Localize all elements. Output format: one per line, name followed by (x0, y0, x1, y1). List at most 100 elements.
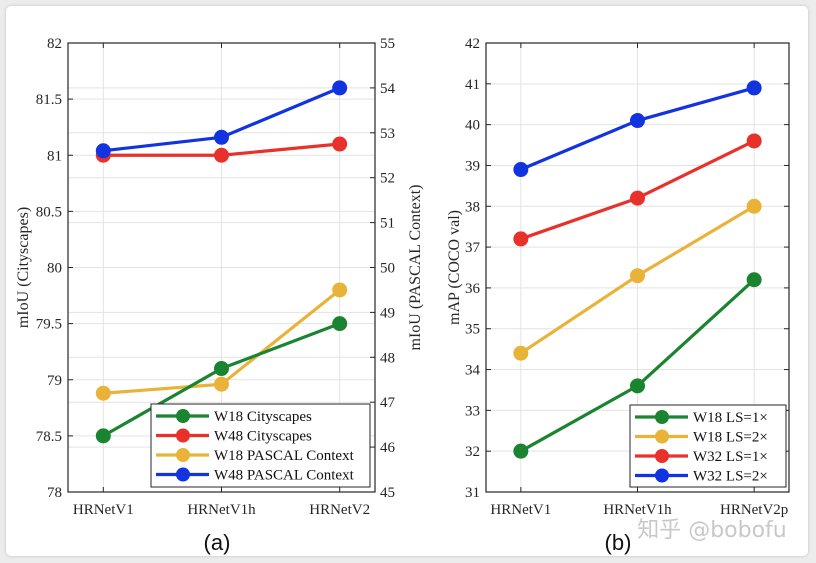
legend-marker (655, 410, 669, 424)
x-tick-label: HRNetV1h (603, 502, 672, 518)
legend-item: W48 Cityscapes (156, 428, 312, 445)
legend-label: W32 LS=2× (693, 469, 768, 485)
legend-label: W18 PASCAL Context (214, 448, 355, 464)
legend-label: W18 LS=2× (693, 430, 768, 446)
data-point (513, 443, 529, 459)
legend-marker (176, 409, 190, 423)
y-tick-label: 39 (465, 158, 480, 174)
y-tick-label: 79.5 (36, 317, 62, 333)
series-w32-ls-1- (513, 133, 762, 247)
y-tick-label: 80.5 (36, 204, 62, 220)
legend-marker (176, 428, 190, 443)
chart-a: 78 78.5 79 79.5 80 80.5 81 81.5 82 45 46 47 48 49 50 51… (15, 36, 424, 518)
y-tick-label: 32 (465, 444, 480, 460)
data-point (214, 376, 229, 392)
y-tick-label: 37 (465, 240, 481, 256)
y2-tick-label: 46 (380, 440, 396, 456)
y-tick-label: 34 (465, 363, 481, 379)
data-point (332, 316, 348, 332)
data-point (332, 80, 348, 96)
y2-tick-label: 53 (380, 126, 395, 142)
data-point (214, 147, 229, 163)
legend-marker (176, 448, 190, 462)
legend: W18 Cityscapes W48 Cityscapes W18 PASCAL C… (150, 403, 371, 488)
data-point (513, 231, 529, 247)
y-tick-label: 42 (465, 36, 480, 52)
data-point (746, 198, 762, 214)
legend-item: W18 LS=2× (635, 429, 768, 446)
y-tick-label: 36 (465, 281, 481, 297)
data-point (630, 268, 645, 284)
data-point (513, 162, 529, 178)
data-point (332, 282, 348, 298)
y2-tick-label: 55 (380, 36, 395, 52)
y2-tick-label: 45 (380, 485, 395, 501)
y-tick-label: 31 (465, 485, 480, 501)
y2-tick-label: 51 (380, 216, 395, 232)
data-point (746, 80, 762, 96)
data-point (214, 361, 229, 377)
data-point (95, 385, 111, 401)
data-point (630, 378, 645, 394)
legend-marker (176, 467, 190, 482)
legend-marker (655, 429, 669, 444)
y2-tick-label: 48 (380, 350, 395, 366)
legend-item: W32 LS=1× (635, 449, 768, 465)
y-tick-label: 35 (465, 322, 480, 338)
legend-label: W18 Cityscapes (214, 409, 312, 425)
legend-label: W48 PASCAL Context (214, 468, 355, 484)
series-w18-cityscapes (95, 316, 348, 444)
x-tick-label: HRNetV1 (73, 502, 134, 518)
y-tick-label: 81 (47, 148, 62, 164)
data-point (332, 136, 348, 152)
x-tick-label: HRNetV1 (490, 502, 551, 518)
caption-a: (a) (204, 530, 231, 555)
y-tick-label: 81.5 (36, 92, 62, 108)
legend-label: W18 LS=1× (693, 410, 768, 426)
legend-item: W18 LS=1× (635, 410, 768, 426)
series-w18-pascal-context (95, 282, 348, 401)
legend-item: W32 LS=2× (635, 468, 768, 485)
legend-item: W48 PASCAL Context (156, 467, 355, 484)
y2-axis-label: mIoU (PASCAL Context) (407, 185, 424, 351)
data-point (630, 190, 645, 206)
x-tick-label: HRNetV1h (187, 502, 256, 518)
y2-tick-label: 47 (380, 395, 396, 411)
data-point (95, 143, 111, 159)
y-axis-label: mIoU (Cityscapes) (15, 207, 32, 328)
data-point (95, 428, 111, 444)
y2-tick-label: 50 (380, 261, 395, 277)
y-tick-label: 40 (465, 118, 480, 134)
y2-tick-label: 54 (380, 81, 396, 97)
legend-marker (655, 468, 669, 483)
caption-b: (b) (605, 530, 632, 555)
y-tick-label: 82 (47, 36, 62, 52)
series-w32-ls-2- (513, 80, 762, 178)
series-w48-pascal-context (95, 80, 348, 159)
y-axis-label: mAP (COCO val) (446, 210, 463, 325)
watermark: 知乎 @bobofu (637, 518, 787, 543)
data-point (214, 129, 229, 145)
legend: W18 LS=1× W18 LS=2× W32 LS=1× W32 LS=2× (629, 404, 787, 488)
chart-b: 31 32 33 34 35 36 37 38 39 40 41 42 HRNetV1 HRNetV1h H… (446, 36, 790, 518)
y-tick-label: 79 (47, 373, 62, 389)
y-tick-label: 78 (47, 485, 62, 501)
x-tick-label: HRNetV2 (309, 502, 370, 518)
data-point (746, 133, 762, 149)
y-tick-label: 33 (465, 403, 480, 419)
y-tick-label: 38 (465, 199, 480, 215)
data-point (746, 272, 762, 288)
y2-tick-label: 49 (380, 305, 395, 321)
y-tick-label: 78.5 (36, 429, 62, 445)
y-tick-label: 80 (47, 261, 62, 277)
legend-label: W32 LS=1× (693, 449, 768, 465)
legend-item: W18 PASCAL Context (156, 448, 355, 464)
legend-marker (655, 449, 669, 463)
x-tick-label: HRNetV2p (720, 502, 788, 518)
data-point (513, 345, 529, 361)
series-w48-cityscapes (95, 136, 348, 163)
series-w18-ls-1- (513, 272, 762, 459)
legend-item: W18 Cityscapes (156, 409, 312, 425)
y-tick-label: 41 (465, 77, 480, 93)
